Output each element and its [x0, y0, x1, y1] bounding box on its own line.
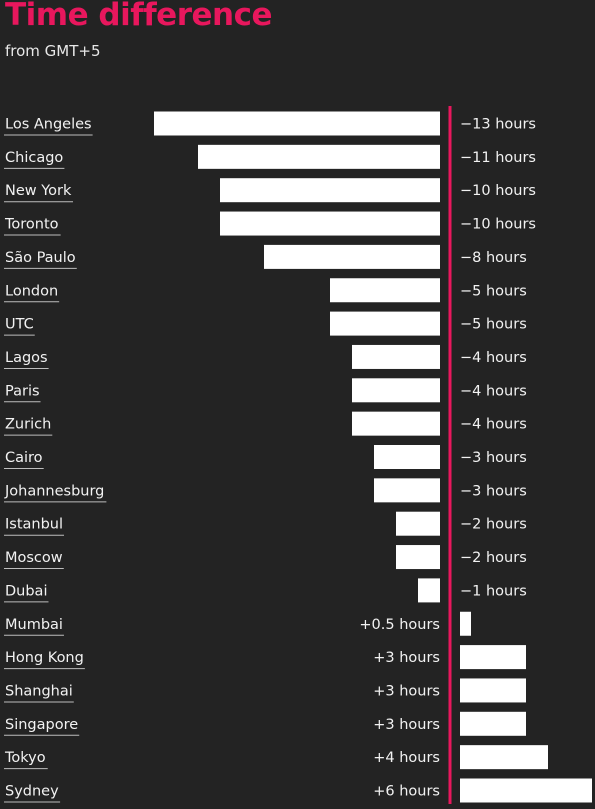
bar: [460, 778, 592, 803]
category-label: Toronto: [4, 217, 59, 233]
value-label: −10 hours: [460, 183, 536, 199]
category-label: Dubai: [5, 583, 47, 599]
chart-subtitle: from GMT+5: [5, 42, 101, 60]
value-label: +3 hours: [373, 683, 440, 699]
value-label: −4 hours: [460, 350, 527, 366]
category-label: Chicago: [5, 150, 63, 166]
category-label: New York: [5, 183, 72, 199]
bar: [374, 445, 440, 469]
category-label: Zurich: [5, 417, 51, 433]
category-label: London: [5, 283, 58, 299]
category-label: Johannesburg: [4, 483, 104, 499]
category-label: Los Angeles: [5, 117, 92, 133]
bar: [396, 511, 440, 536]
bar: [198, 144, 440, 169]
bar: [220, 178, 440, 203]
value-label: −2 hours: [460, 550, 527, 566]
category-label: Sydney: [5, 784, 59, 800]
value-label: +0.5 hours: [359, 617, 440, 633]
category-label: Mumbai: [5, 617, 63, 633]
category-label: Moscow: [5, 550, 63, 566]
category-label: Cairo: [5, 450, 43, 466]
value-label: +6 hours: [373, 784, 440, 800]
value-label: +4 hours: [373, 750, 440, 766]
category-label: UTC: [5, 317, 34, 333]
value-label: −4 hours: [460, 383, 527, 399]
value-label: +3 hours: [373, 717, 440, 733]
value-label: −5 hours: [460, 317, 527, 333]
bar: [460, 611, 471, 636]
category-label: Istanbul: [5, 517, 63, 533]
value-label: +3 hours: [373, 650, 440, 666]
value-label: −2 hours: [460, 517, 527, 533]
bar: [352, 378, 440, 403]
bar: [460, 645, 526, 670]
category-label: São Paulo: [5, 250, 76, 266]
value-label: −11 hours: [460, 150, 536, 166]
bar: [460, 745, 548, 770]
bar: [352, 344, 440, 369]
value-label: −4 hours: [460, 417, 527, 433]
chart-title: Time difference: [5, 0, 273, 33]
category-label: Hong Kong: [5, 650, 84, 666]
bar: [460, 711, 526, 736]
category-label: Tokyo: [4, 750, 46, 766]
category-label: Shanghai: [5, 683, 73, 699]
category-label: Singapore: [5, 717, 78, 733]
bar: [352, 411, 440, 436]
value-label: −8 hours: [460, 250, 527, 266]
value-label: −3 hours: [460, 483, 527, 499]
bar: [220, 211, 440, 236]
value-label: −13 hours: [460, 117, 536, 133]
bar: [264, 244, 440, 269]
value-label: −5 hours: [460, 283, 527, 299]
bar: [330, 278, 440, 303]
value-label: −3 hours: [460, 450, 527, 466]
category-label: Paris: [5, 383, 40, 399]
bar: [460, 678, 526, 703]
bar: [330, 311, 440, 336]
bar: [418, 578, 440, 603]
value-label: −10 hours: [460, 217, 536, 233]
value-label: −1 hours: [460, 583, 527, 599]
bar: [374, 478, 440, 503]
category-label: Lagos: [5, 350, 48, 366]
bar: [154, 111, 440, 136]
bar: [396, 545, 440, 570]
